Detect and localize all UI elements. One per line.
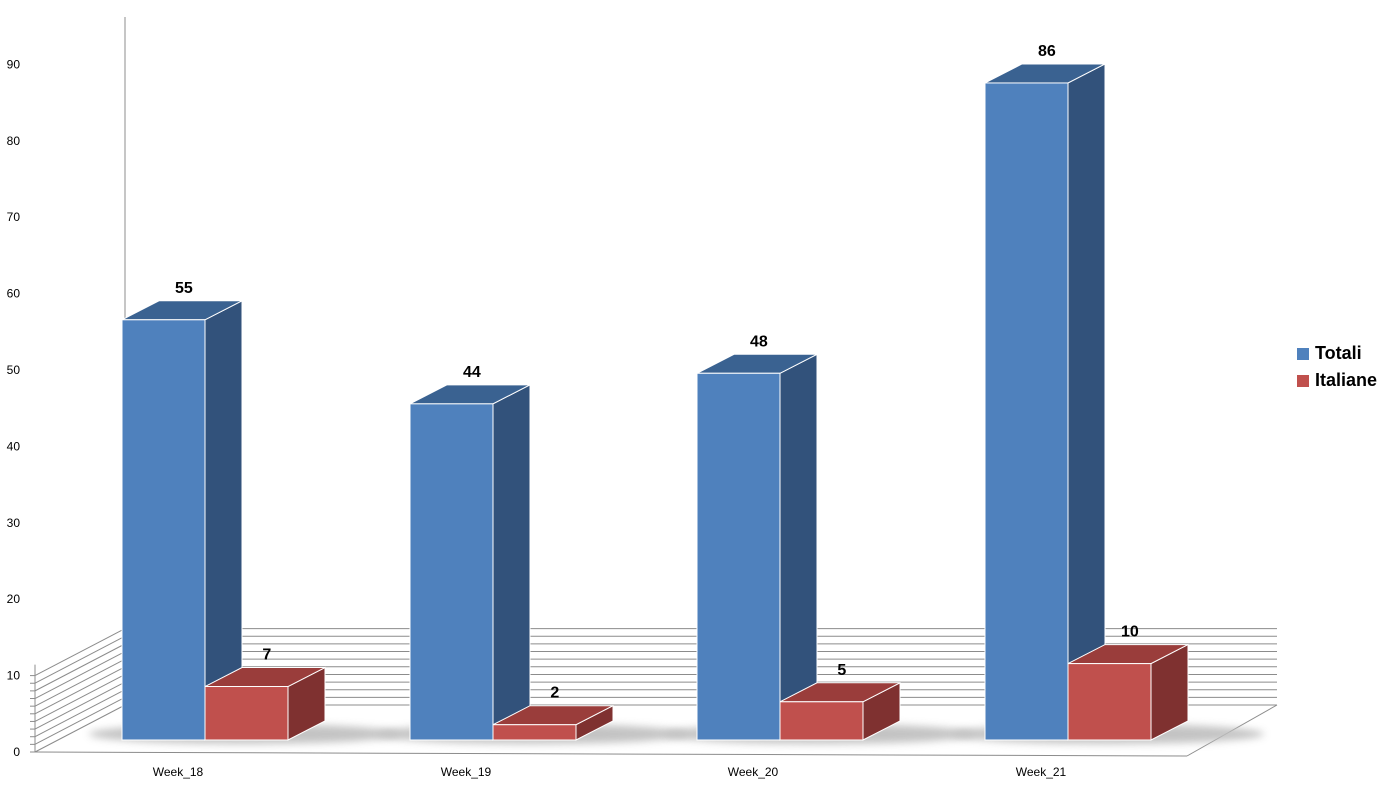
data-label-italiane: 2 [550, 685, 559, 702]
x-category-label: Week_19 [441, 765, 492, 779]
bar-front-face [409, 403, 494, 741]
data-label-totali: 48 [750, 333, 768, 350]
data-label-totali: 44 [463, 364, 481, 381]
data-label-italiane: 10 [1121, 624, 1139, 641]
bars [121, 63, 1189, 741]
bar-totali-week_18 [121, 299, 243, 741]
gridline-diagonal [34, 635, 126, 684]
data-labels: 55 7 44 2 48 5 86 10 [175, 43, 1139, 702]
y-tick-label: 50 [7, 363, 21, 377]
gridline-diagonal [34, 658, 126, 707]
y-tick-label: 80 [7, 134, 21, 148]
bar-italiane-week_20 [779, 681, 901, 741]
gridline-diagonal [34, 643, 126, 692]
y-tick-label: 20 [7, 592, 21, 606]
gridline-diagonal [34, 681, 126, 730]
bar-side-face [1067, 63, 1106, 741]
gridline-diagonal [34, 689, 126, 738]
legend-item-italiane[interactable]: Italiane [1297, 367, 1377, 394]
bar-front-face [984, 82, 1069, 741]
gridline-diagonal [34, 704, 126, 753]
legend-label-totali: Totali [1315, 343, 1362, 363]
x-axis-category-labels: Week_18 Week_19 Week_20 Week_21 [153, 765, 1067, 779]
y-tick-label: 30 [7, 516, 21, 530]
legend: Totali Italiane [1297, 340, 1377, 394]
bar-front-face [204, 686, 289, 741]
x-category-label: Week_21 [1016, 765, 1067, 779]
y-axis-tick-labels: 0 10 20 30 40 50 60 70 80 90 [7, 57, 21, 759]
bar-totali-week_20 [696, 353, 818, 741]
bar-side-face [492, 384, 531, 741]
data-label-totali: 86 [1038, 43, 1056, 60]
y-tick-label: 70 [7, 210, 21, 224]
legend-label-italiane: Italiane [1315, 370, 1378, 390]
bar-front-face [696, 372, 781, 741]
bar-front-face [121, 319, 206, 741]
legend-item-totali[interactable]: Totali [1297, 340, 1377, 367]
y-tick-label: 40 [7, 439, 21, 453]
gridline-diagonal [34, 666, 126, 715]
legend-swatch-totali [1297, 347, 1309, 360]
gridline-diagonal [34, 628, 126, 677]
x-category-label: Week_20 [728, 765, 779, 779]
legend-swatch-italiane [1297, 374, 1309, 387]
y-tick-label: 0 [13, 745, 20, 759]
data-label-totali: 55 [175, 280, 193, 297]
gridline-diagonal [34, 696, 126, 745]
y-tick-label: 10 [7, 669, 21, 683]
bar-side-face [779, 353, 818, 741]
y-tick-label: 60 [7, 287, 21, 301]
bar-totali-week_19 [409, 384, 531, 741]
x-category-label: Week_18 [153, 765, 204, 779]
floor-front-edge [34, 751, 1188, 757]
data-label-italiane: 7 [262, 647, 271, 664]
bar-italiane-week_21 [1067, 643, 1189, 741]
bar-front-face [779, 701, 864, 741]
data-label-italiane: 5 [837, 662, 846, 679]
bar-front-face [492, 724, 577, 741]
y-tick-label: 90 [7, 57, 21, 71]
bar-italiane-week_18 [204, 666, 326, 741]
bar-totali-week_21 [984, 63, 1106, 741]
gridline-diagonal [34, 673, 126, 722]
bar-front-face [1067, 663, 1152, 741]
gridline-diagonal [34, 651, 126, 699]
bar-italiane-week_19 [492, 704, 614, 741]
